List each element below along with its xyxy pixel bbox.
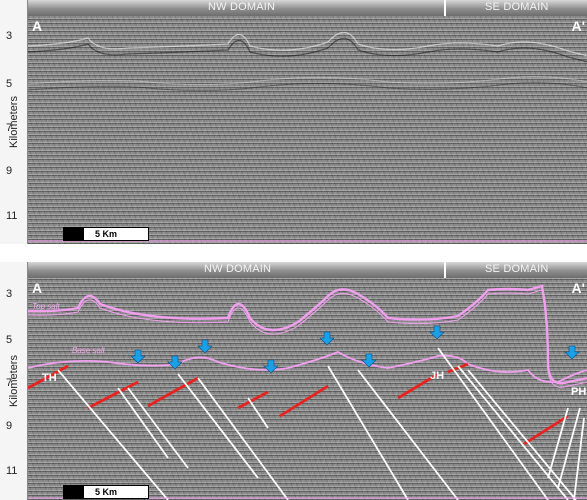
se-domain-label: SE DOMAIN: [485, 263, 549, 275]
depth-tick: 9: [6, 165, 13, 177]
domain-divider: [444, 262, 446, 278]
depth-tick: 5: [6, 334, 13, 346]
top-salt-horizon: [28, 284, 587, 385]
seismic-image: A A' Top salt Base salt TH JH PH 5 Km: [28, 278, 587, 500]
scale-bar-label: 5 Km: [94, 229, 117, 239]
structure-label-th: TH: [42, 372, 57, 384]
base-salt-horizon: [28, 350, 587, 384]
seismic-panel-uninterpreted: Kilometers 3 5 7 9 11 NW DOMAIN SE DOMAI…: [0, 0, 587, 244]
blue-arrows: [130, 325, 580, 374]
seismic-image: A A' 5 Km: [28, 16, 587, 244]
depth-axis: Kilometers 3 5 7 9 11: [0, 262, 28, 500]
section-start-label: A: [32, 280, 43, 296]
depth-axis: Kilometers 3 5 7 9 11: [0, 0, 28, 244]
section-end-label: A': [571, 280, 585, 296]
top-salt-label: Top salt: [32, 302, 60, 311]
seismic-panel-interpreted: Kilometers 3 5 7 9 11 NW DOMAIN SE DOMAI…: [0, 262, 587, 500]
depth-tick: 5: [6, 78, 13, 90]
domain-divider: [444, 0, 446, 16]
scale-bar: 5 Km: [63, 227, 149, 241]
depth-tick: 11: [6, 465, 18, 477]
depth-tick: 3: [6, 30, 13, 42]
scale-bar-label: 5 Km: [94, 487, 117, 497]
red-faults: [28, 362, 569, 446]
depth-tick: 7: [6, 122, 13, 134]
depth-tick: 9: [6, 420, 13, 432]
se-domain-label: SE DOMAIN: [485, 1, 549, 13]
structure-label-ph: PH: [571, 386, 587, 398]
scale-bar: 5 Km: [63, 485, 149, 499]
nw-domain-label: NW DOMAIN: [208, 1, 276, 13]
base-salt-label: Base salt: [72, 346, 105, 355]
depth-tick: 11: [6, 210, 18, 222]
section-start-label: A: [32, 18, 43, 34]
domain-header: NW DOMAIN SE DOMAIN: [28, 262, 587, 278]
domain-header: NW DOMAIN SE DOMAIN: [28, 0, 587, 16]
depth-tick: 7: [6, 377, 13, 389]
structure-label-jh: JH: [430, 370, 445, 382]
nw-domain-label: NW DOMAIN: [204, 263, 272, 275]
white-faults: [57, 347, 585, 500]
depth-tick: 3: [6, 288, 13, 300]
section-end-label: A': [571, 18, 585, 34]
